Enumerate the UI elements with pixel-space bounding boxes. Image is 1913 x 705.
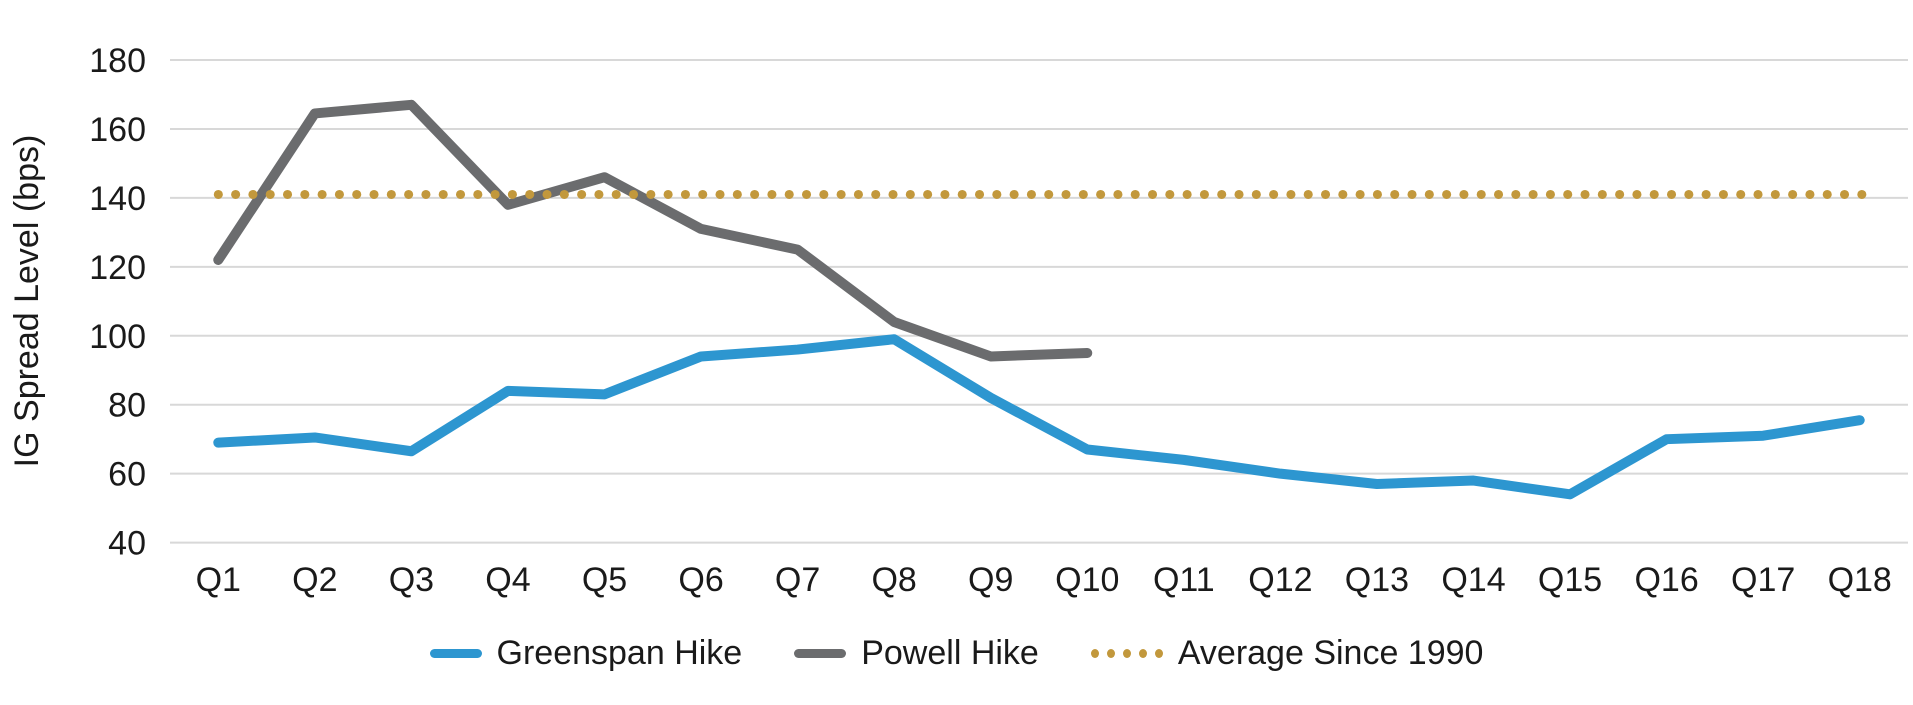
y-tick-label: 120 <box>89 249 146 287</box>
x-tick-label: Q10 <box>1055 561 1119 599</box>
x-tick-label: Q6 <box>678 561 723 599</box>
chart-legend: Greenspan Hike Powell Hike Average Since… <box>0 634 1913 673</box>
y-tick-label: 160 <box>89 111 146 149</box>
y-tick-label: 180 <box>89 42 146 80</box>
x-tick-label: Q2 <box>292 561 337 599</box>
x-tick-label: Q15 <box>1538 561 1602 599</box>
x-tick-label: Q16 <box>1634 561 1698 599</box>
legend-label-greenspan-hike: Greenspan Hike <box>496 634 743 672</box>
average-dotted-swatch <box>1090 649 1163 658</box>
x-tick-label: Q12 <box>1248 561 1312 599</box>
legend-label-powell-hike: Powell Hike <box>861 634 1039 672</box>
greenspan-line-swatch <box>429 649 482 658</box>
x-tick-label: Q9 <box>968 561 1013 599</box>
y-tick-label: 100 <box>89 318 146 356</box>
x-tick-label: Q5 <box>582 561 627 599</box>
y-axis-title: IG Spread Level (bps) <box>8 135 46 468</box>
x-tick-label: Q1 <box>196 561 241 599</box>
legend-item-greenspan-hike: Greenspan Hike <box>429 634 743 673</box>
powell-hike-line <box>213 99 1093 362</box>
x-tick-label: Q3 <box>389 561 434 599</box>
y-tick-label: 60 <box>108 456 146 494</box>
x-tick-label: Q13 <box>1345 561 1409 599</box>
x-tick-label: Q14 <box>1441 561 1505 599</box>
x-tick-label: Q4 <box>485 561 530 599</box>
greenspan-hike-line <box>213 334 1865 500</box>
powell-line-swatch <box>794 649 847 658</box>
y-tick-label: 140 <box>89 180 146 218</box>
x-tick-label: Q8 <box>871 561 916 599</box>
x-tick-label: Q18 <box>1828 561 1892 599</box>
legend-label-average-since-1990: Average Since 1990 <box>1177 634 1484 672</box>
legend-item-powell-hike: Powell Hike <box>794 634 1039 673</box>
y-tick-label: 80 <box>108 387 146 425</box>
x-tick-label: Q11 <box>1153 561 1215 599</box>
legend-item-average-since-1990: Average Since 1990 <box>1090 634 1484 673</box>
x-tick-label: Q17 <box>1731 561 1795 599</box>
y-tick-label: 40 <box>108 525 146 563</box>
x-tick-label: Q7 <box>775 561 820 599</box>
